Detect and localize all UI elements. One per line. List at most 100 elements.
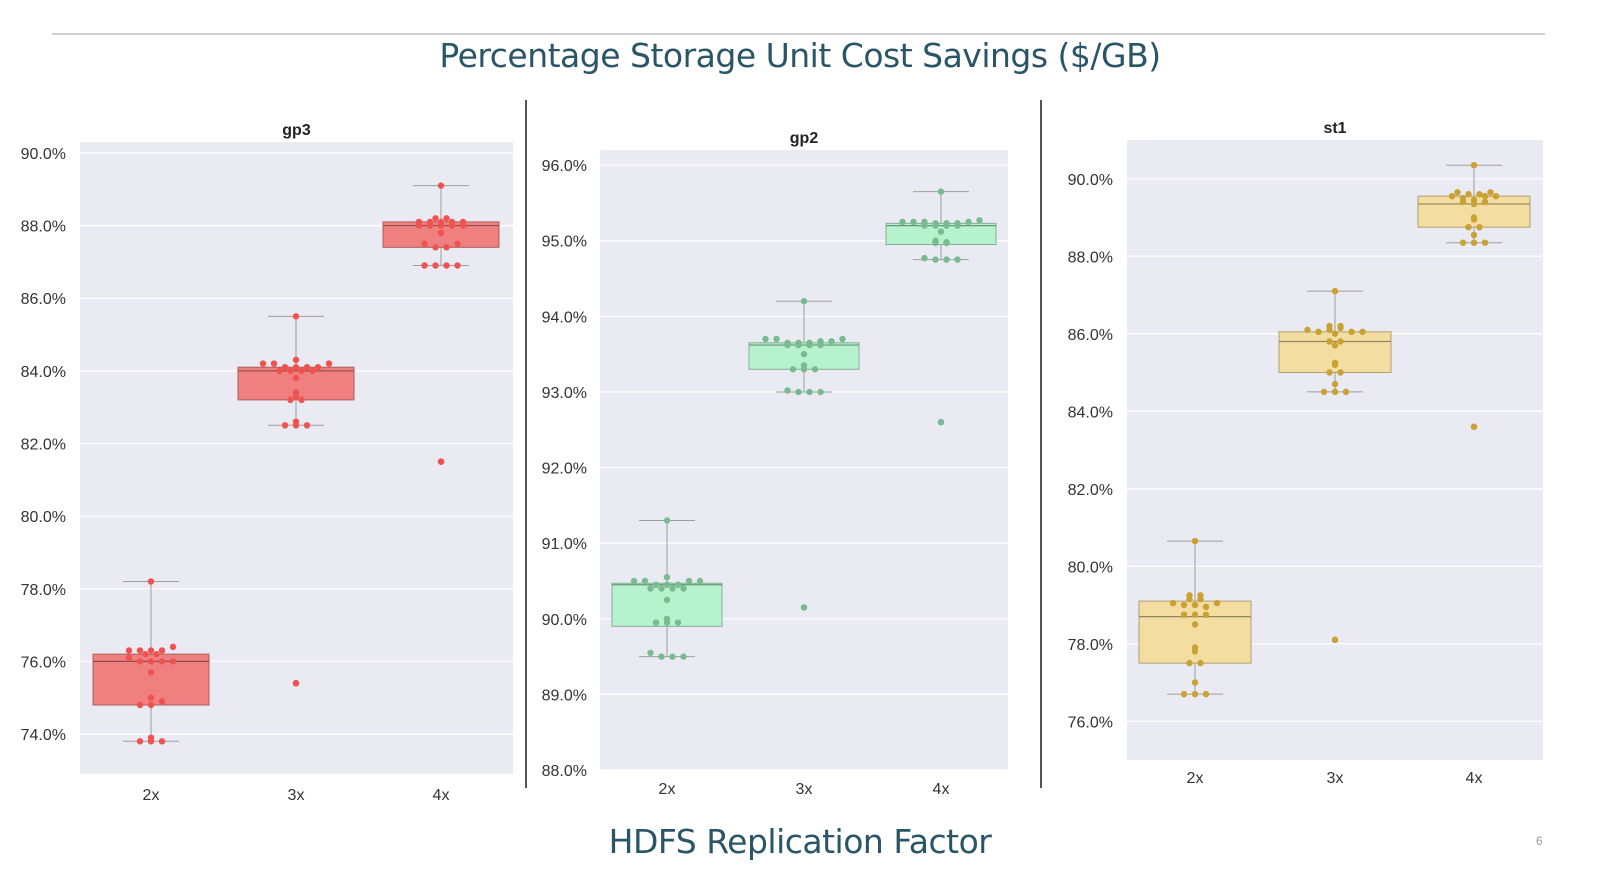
y-tick-label: 88.0% bbox=[542, 763, 587, 780]
data-point bbox=[669, 653, 676, 660]
panel-title: gp3 bbox=[282, 122, 311, 139]
data-point bbox=[1180, 611, 1188, 618]
data-point bbox=[147, 701, 155, 709]
data-point bbox=[954, 256, 961, 263]
data-point bbox=[443, 262, 450, 269]
data-point bbox=[136, 658, 144, 665]
data-point bbox=[1191, 601, 1199, 609]
data-point bbox=[303, 363, 311, 371]
data-point bbox=[259, 360, 267, 367]
data-point bbox=[762, 335, 769, 343]
data-point bbox=[459, 222, 467, 229]
data-point bbox=[828, 338, 835, 345]
data-point bbox=[932, 239, 939, 247]
data-point bbox=[281, 422, 289, 429]
data-point bbox=[795, 388, 802, 396]
data-point bbox=[426, 222, 434, 229]
y-tick-label: 84.0% bbox=[21, 364, 66, 381]
data-point bbox=[1197, 595, 1204, 603]
data-point bbox=[921, 222, 928, 229]
data-point bbox=[817, 388, 824, 396]
data-point bbox=[674, 619, 682, 626]
main-title: Percentage Storage Unit Cost Savings ($/… bbox=[439, 36, 1161, 75]
data-point bbox=[630, 577, 638, 585]
y-tick-label: 90.0% bbox=[542, 612, 587, 629]
data-point bbox=[314, 363, 322, 371]
data-point bbox=[806, 388, 813, 396]
data-point bbox=[800, 604, 808, 611]
data-point bbox=[817, 341, 824, 349]
x-tick-label: 4x bbox=[433, 787, 450, 804]
y-tick-label: 89.0% bbox=[542, 687, 587, 704]
data-point bbox=[1326, 338, 1333, 345]
plot-background bbox=[1127, 140, 1543, 760]
data-point bbox=[1470, 239, 1478, 246]
data-point bbox=[647, 585, 654, 592]
data-point bbox=[281, 363, 289, 371]
data-point bbox=[663, 581, 671, 588]
data-point bbox=[147, 578, 155, 585]
data-point bbox=[652, 619, 660, 626]
data-point bbox=[1337, 369, 1344, 376]
y-tick-label: 78.0% bbox=[21, 582, 66, 599]
panel-title: gp2 bbox=[790, 130, 819, 147]
data-point bbox=[1186, 595, 1193, 603]
data-point bbox=[1191, 611, 1199, 618]
y-tick-label: 96.0% bbox=[542, 158, 587, 175]
data-point bbox=[421, 262, 428, 269]
data-point bbox=[287, 367, 294, 375]
data-point bbox=[773, 335, 780, 343]
y-tick-label: 74.0% bbox=[21, 727, 66, 744]
data-point bbox=[943, 256, 950, 263]
data-point bbox=[669, 585, 676, 592]
data-point bbox=[147, 669, 155, 676]
x-tick-label: 3x bbox=[1327, 770, 1344, 787]
data-point bbox=[276, 367, 283, 375]
x-tick-label: 2x bbox=[659, 781, 676, 798]
y-tick-label: 88.0% bbox=[1068, 249, 1113, 266]
data-point bbox=[1191, 690, 1199, 698]
data-point bbox=[443, 215, 450, 222]
data-point bbox=[795, 341, 802, 349]
data-point bbox=[1191, 648, 1199, 655]
data-point bbox=[937, 228, 945, 235]
data-point bbox=[1331, 330, 1339, 337]
data-point bbox=[1331, 361, 1339, 368]
data-point bbox=[1331, 380, 1339, 388]
data-point bbox=[158, 647, 166, 654]
panel-title: st1 bbox=[1323, 120, 1346, 137]
data-point bbox=[153, 650, 160, 658]
data-point bbox=[1197, 659, 1204, 667]
data-point bbox=[292, 393, 300, 400]
data-point bbox=[292, 356, 300, 364]
data-point bbox=[169, 643, 177, 651]
data-point bbox=[1326, 369, 1333, 376]
y-tick-label: 82.0% bbox=[1068, 482, 1113, 499]
page-number: 6 bbox=[1536, 834, 1543, 848]
data-point bbox=[1315, 328, 1322, 336]
data-point bbox=[1465, 191, 1472, 198]
data-point bbox=[1470, 423, 1478, 430]
data-point bbox=[1487, 189, 1494, 196]
data-point bbox=[937, 188, 945, 195]
data-point bbox=[432, 244, 439, 251]
data-point bbox=[1304, 326, 1311, 334]
data-point bbox=[147, 694, 155, 701]
data-point bbox=[303, 422, 311, 429]
data-point bbox=[910, 218, 917, 226]
data-point bbox=[696, 577, 704, 585]
y-tick-label: 90.0% bbox=[21, 146, 66, 163]
y-tick-label: 80.0% bbox=[21, 509, 66, 526]
data-point bbox=[1459, 239, 1467, 246]
data-point bbox=[292, 679, 300, 687]
data-point bbox=[943, 222, 950, 229]
data-point bbox=[158, 658, 166, 665]
data-point bbox=[270, 360, 278, 367]
x-tick-label: 2x bbox=[1187, 770, 1204, 787]
data-point bbox=[1470, 216, 1478, 223]
data-point bbox=[680, 585, 687, 592]
data-point bbox=[1459, 198, 1467, 206]
x-tick-label: 3x bbox=[288, 787, 305, 804]
data-point bbox=[147, 738, 155, 745]
data-point bbox=[1337, 324, 1344, 332]
